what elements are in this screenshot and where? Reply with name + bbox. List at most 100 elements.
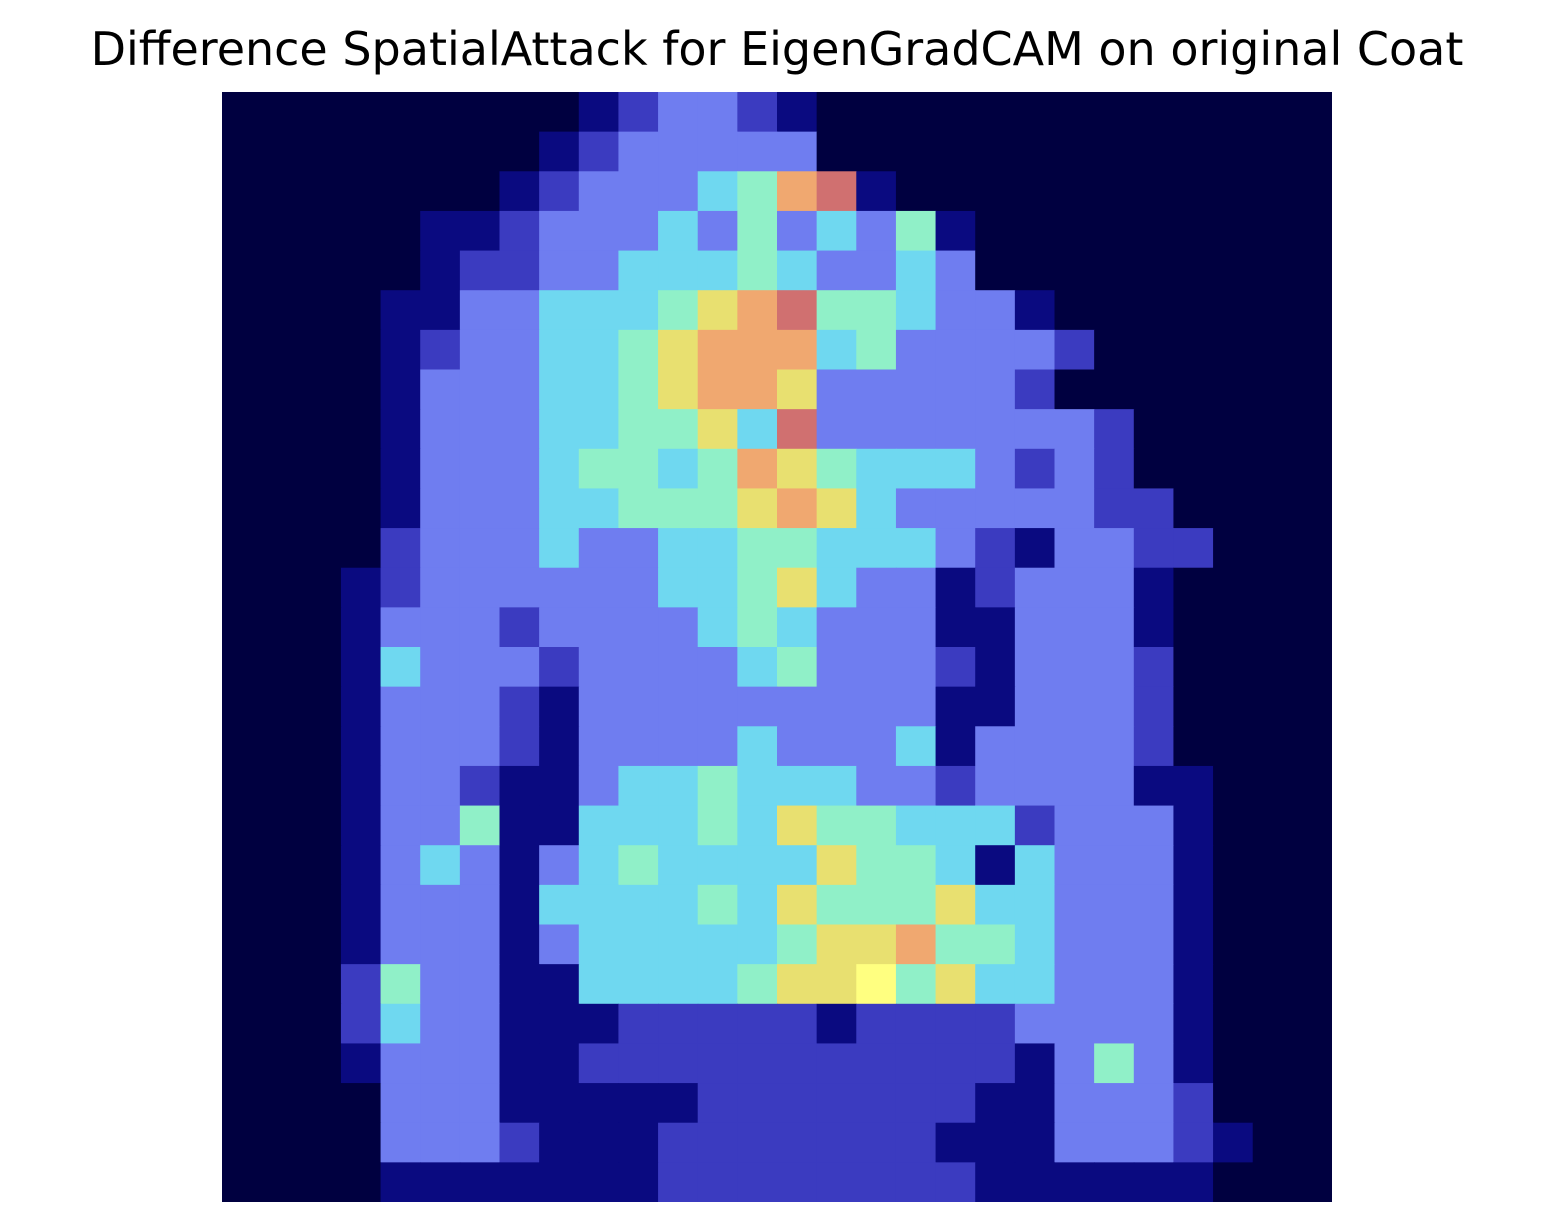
heat-pixel [935,765,976,807]
heat-pixel [420,964,461,1005]
heat-pixel [856,567,897,608]
heat-pixel [1173,1162,1214,1202]
heat-pixel [222,607,263,648]
heat-pixel [420,567,461,608]
heat-pixel [578,210,620,252]
heat-pixel [1094,290,1135,331]
heat-pixel [261,805,302,846]
heat-pixel [222,1162,263,1202]
heat-pixel [1054,964,1095,1005]
heat-pixel [658,488,699,529]
heat-pixel [578,369,620,410]
heat-pixel [1094,1083,1135,1124]
heat-pixel [1252,131,1293,172]
heat-pixel [935,488,976,529]
heat-pixel [895,329,937,371]
heat-pixel [895,964,937,1005]
heat-pixel [578,607,620,648]
heat-pixel [301,805,342,846]
heat-pixel [222,409,263,450]
heat-pixel [420,369,461,410]
heat-pixel [737,884,778,926]
heat-pixel [539,488,580,529]
heat-pixel [856,1162,897,1202]
heat-pixel [895,765,937,807]
heat-pixel [975,1003,1016,1045]
heat-pixel [340,1122,382,1163]
heat-pixel [1173,726,1214,767]
heat-pixel [380,1043,421,1084]
heat-pixel [539,1043,580,1084]
heat-pixel [895,1122,937,1163]
heat-pixel [499,1083,540,1124]
heat-pixel [895,1043,937,1084]
heat-pixel [816,964,857,1005]
heat-pixel [895,171,937,212]
heat-pixel [975,171,1016,212]
heat-pixel [618,250,659,291]
heat-pixel [935,171,976,212]
heat-pixel [816,924,857,965]
heat-pixel [301,1083,342,1124]
heat-pixel [459,250,501,291]
heat-pixel [1173,290,1214,331]
heat-pixel [895,567,937,608]
heat-pixel [935,647,976,688]
heat-pixel [539,607,580,648]
heat-pixel [1133,1043,1175,1084]
heat-pixel [340,647,382,688]
heat-pixel [1014,131,1056,172]
heat-pixel [1014,567,1056,608]
heat-pixel [1133,329,1175,371]
heat-pixel [1133,369,1175,410]
heat-pixel [420,884,461,926]
heat-pixel [1252,290,1293,331]
heat-pixel [1133,1083,1175,1124]
heat-pixel [737,1043,778,1084]
heat-pixel [737,488,778,529]
heat-pixel [420,765,461,807]
heat-pixel [658,131,699,172]
heat-pixel [1054,924,1095,965]
heat-pixel [777,686,818,727]
heat-pixel [618,1043,659,1084]
heat-pixel [340,171,382,212]
heat-pixel [222,1003,263,1045]
heat-pixel [499,171,540,212]
heat-pixel [222,92,263,133]
heat-pixel [578,726,620,767]
heat-pixel [1133,210,1175,252]
heat-pixel [380,369,421,410]
heat-pixel [340,1043,382,1084]
heat-pixel [301,765,342,807]
heat-pixel [737,567,778,608]
heat-pixel [658,726,699,767]
heat-pixel [1014,765,1056,807]
heat-pixel [816,250,857,291]
heat-pixel [1014,686,1056,727]
heat-pixel [658,369,699,410]
heat-pixel [697,171,738,212]
heat-pixel [658,884,699,926]
heat-pixel [1213,409,1254,450]
heat-pixel [499,488,540,529]
heat-pixel [856,1043,897,1084]
heat-pixel [1252,1043,1293,1084]
heat-pixel [975,131,1016,172]
heat-pixel [1252,1083,1293,1124]
heat-pixel [1094,607,1135,648]
heat-pixel [895,290,937,331]
heat-pixel [340,528,382,569]
heat-pixel [737,845,778,886]
heat-pixel [1133,884,1175,926]
heat-pixel [340,686,382,727]
heat-pixel [301,1003,342,1045]
heat-pixel [499,964,540,1005]
heat-pixel [895,884,937,926]
heat-pixel [618,805,659,846]
heat-pixel [1213,528,1254,569]
heat-pixel [380,210,421,252]
heat-pixel [737,686,778,727]
heat-pixel [539,686,580,727]
heat-pixel [499,448,540,490]
